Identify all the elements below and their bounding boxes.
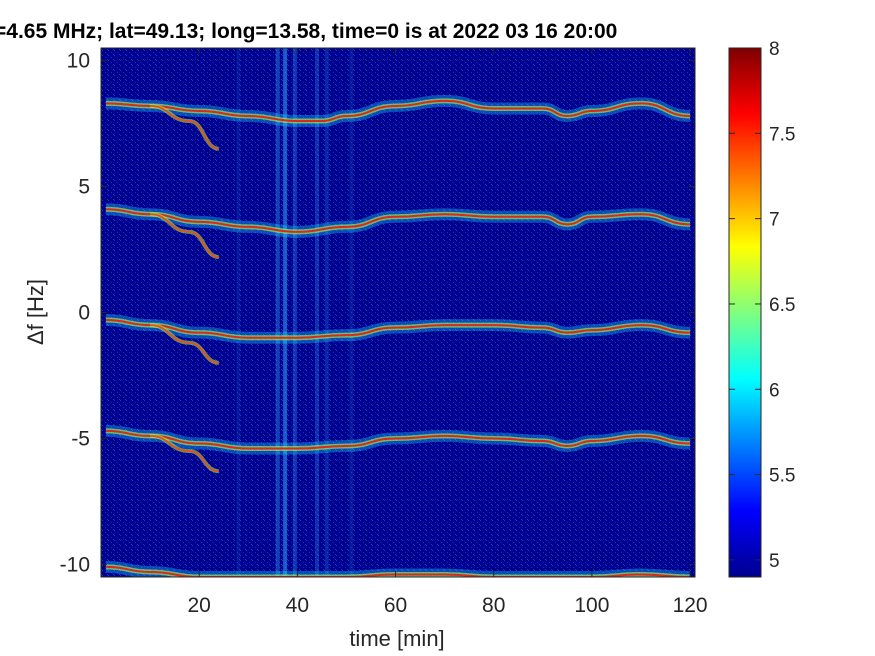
trace-line-1 (105, 99, 691, 123)
x-tick-label: 120 (673, 594, 708, 617)
plot-area (101, 48, 695, 577)
x-tick-label: 40 (286, 594, 309, 617)
x-axis: 20 40 60 80 100 120 (188, 48, 708, 617)
noise-band (283, 48, 288, 577)
noise-band (315, 48, 319, 577)
noise-band (236, 48, 241, 577)
noise-texture (101, 48, 695, 577)
colorbar-tick-label: 5 (769, 551, 780, 572)
x-tick-label: 80 (482, 594, 505, 617)
colorbar-tick-label: 6 (769, 380, 780, 401)
noise-band (349, 48, 354, 577)
x-tick-label: 20 (188, 594, 211, 617)
colorbar-tick-label: 6.5 (769, 295, 795, 316)
branch-line-1 (150, 105, 219, 150)
branch-line-4 (150, 435, 219, 473)
colorbar-tick-label: 7.5 (769, 124, 795, 145)
trace-line-3 (105, 319, 691, 339)
y-tick-label: 10 (67, 50, 90, 73)
y-tick-label: 5 (78, 176, 90, 199)
branch-line-2 (150, 213, 219, 258)
trace-line-4 (105, 429, 691, 450)
x-tick-label: 100 (574, 594, 609, 617)
x-tick-label: 60 (384, 594, 407, 617)
vertical-noise-bands (236, 48, 354, 577)
colorbar (728, 47, 762, 578)
colorbar-tick-label: 7 (769, 210, 780, 231)
y-axis: 10 5 0 -5 -10 (60, 50, 695, 576)
colorbar-tick-label: 8 (769, 39, 780, 60)
branch-line-3 (150, 324, 219, 364)
noise-band (324, 48, 329, 577)
noise-band (275, 48, 280, 577)
y-tick-label: -5 (71, 427, 90, 450)
y-tick-label: 0 (78, 302, 90, 325)
y-tick-label: -10 (60, 553, 90, 576)
colorbar-tick-label: 5.5 (769, 466, 795, 487)
chart-title: =4.65 MHz; lat=49.13; long=13.58, time=0… (0, 20, 617, 43)
y-axis-label: Δf [Hz] (23, 279, 48, 345)
colorbar-axis: 8 7.5 7 6.5 6 5.5 5 (729, 39, 795, 572)
x-axis-label: time [min] (349, 626, 444, 651)
trace-line-2 (105, 208, 691, 233)
noise-band (292, 48, 297, 577)
